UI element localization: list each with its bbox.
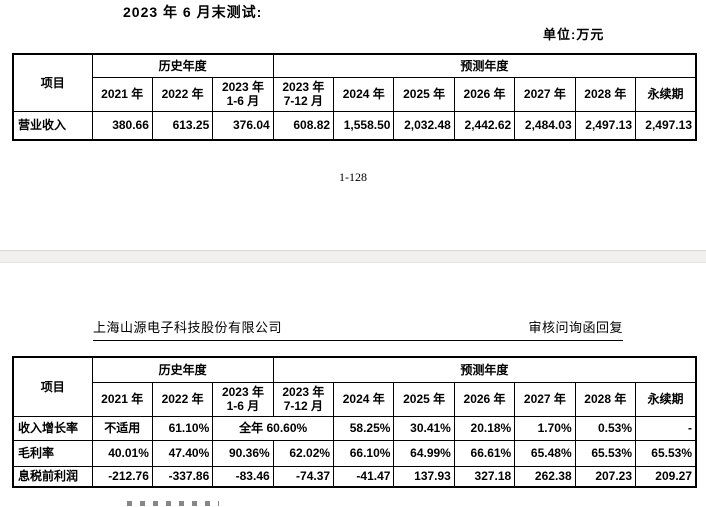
col-group-header-1: 预测年度: [272, 53, 697, 78]
table-row: 收入增长率 不适用 61.10% 全年 60.60% 58.25% 30.41% 20.18…: [12, 415, 697, 441]
col-header: 2023 年 1-6 月: [212, 381, 274, 417]
data-cell: 65.53%: [635, 439, 697, 467]
data-cell: 2,032.48: [393, 110, 455, 141]
data-cell: 209.27: [635, 465, 697, 488]
col-group-header-0: 历史年度: [91, 53, 274, 78]
data-cell: 30.41%: [393, 415, 455, 441]
table-row: 息税前利润 -212.76 -337.86 -83.46 -74.37 -41.47 137…: [12, 465, 697, 488]
col-header: 永续期: [635, 76, 697, 112]
data-cell: 327.18: [453, 465, 516, 488]
col-header: 2023 年 1-6 月: [212, 76, 274, 112]
forecast-metrics-table: 项目 历史年度 预测年度 2021 年 2022 年 2023 年 1-6 月 2023 年…: [12, 356, 697, 488]
col-header: 2027 年: [514, 76, 576, 112]
col-header: 2024 年: [333, 76, 395, 112]
col-header: 永续期: [635, 381, 697, 417]
table-row: 营业收入 380.66 613.25 376.04 608.82 1,558.50 2,03…: [12, 110, 697, 141]
col-header: 2024 年: [333, 381, 395, 417]
col-header: 2023 年 7-12 月: [272, 381, 335, 417]
data-cell: 2,497.13: [635, 110, 697, 141]
page-gap-separator: [0, 250, 706, 263]
col-header-item: 项目: [12, 53, 93, 112]
col-header: 2028 年: [574, 381, 637, 417]
data-cell: 137.93: [393, 465, 455, 488]
company-name: 上海山源电子科技股份有限公司: [93, 320, 283, 335]
data-cell: 608.82: [272, 110, 335, 141]
col-header: 2025 年: [393, 76, 455, 112]
data-cell: 不适用: [91, 415, 153, 441]
row-label: 营业收入: [12, 110, 93, 141]
data-cell: 613.25: [151, 110, 214, 141]
col-header: 2025 年: [393, 381, 455, 417]
row-label: 毛利率: [12, 439, 93, 467]
col-header: 2022 年: [151, 381, 214, 417]
col-header: 2022 年: [151, 76, 214, 112]
data-cell: -: [635, 415, 697, 441]
data-cell: -74.37: [272, 465, 335, 488]
data-cell: 376.04: [212, 110, 274, 141]
page2-running-header: 上海山源电子科技股份有限公司 审核问询函回复: [93, 317, 623, 341]
page-number: 1-128: [339, 170, 367, 184]
row-label: 收入增长率: [12, 415, 93, 441]
data-cell: 2,442.62: [453, 110, 516, 141]
col-header: 2027 年: [514, 381, 576, 417]
col-header: 2028 年: [574, 76, 637, 112]
col-header: 2026 年: [453, 381, 516, 417]
data-cell: 66.61%: [453, 439, 516, 467]
col-header: 2021 年: [91, 76, 153, 112]
data-cell: 65.53%: [574, 439, 637, 467]
data-cell: 65.48%: [514, 439, 576, 467]
row-label: 息税前利润: [12, 465, 93, 488]
data-cell: 90.36%: [212, 439, 274, 467]
data-cell: 2,484.03: [514, 110, 576, 141]
unit-label: 单位:万元: [543, 27, 605, 42]
col-group-header-0: 历史年度: [91, 356, 274, 383]
data-cell: 1.70%: [514, 415, 576, 441]
data-cell: 64.99%: [393, 439, 455, 467]
data-cell: 66.10%: [333, 439, 395, 467]
reply-title: 审核问询函回复: [528, 320, 623, 335]
col-header: 2026 年: [453, 76, 516, 112]
col-header-item: 项目: [12, 356, 93, 417]
clipped-text-fragment: [127, 501, 219, 506]
col-header: 2023 年 7-12 月: [272, 76, 335, 112]
data-cell: 2,497.13: [574, 110, 637, 141]
data-cell: 62.02%: [272, 439, 335, 467]
data-cell: 58.25%: [333, 415, 395, 441]
data-cell: 0.53%: [574, 415, 637, 441]
col-group-header-1: 预测年度: [272, 356, 697, 383]
data-cell: 40.01%: [91, 439, 153, 467]
data-cell: 1,558.50: [333, 110, 395, 141]
data-cell: 262.38: [514, 465, 576, 488]
section-heading: 2023 年 6 月末测试:: [123, 4, 263, 20]
data-cell: 20.18%: [453, 415, 516, 441]
data-cell: -41.47: [333, 465, 395, 488]
data-cell: 47.40%: [151, 439, 214, 467]
data-cell: -212.76: [91, 465, 153, 488]
col-header: 2021 年: [91, 381, 153, 417]
data-cell: -83.46: [212, 465, 274, 488]
revenue-table: 项目 历史年度 预测年度 2021 年 2022 年 2023 年 1-6 月 2023 年…: [12, 53, 697, 141]
data-cell: 207.23: [574, 465, 637, 488]
data-cell: 61.10%: [151, 415, 214, 441]
data-cell: 380.66: [91, 110, 153, 141]
data-cell: 全年 60.60%: [212, 415, 335, 441]
table-row: 毛利率 40.01% 47.40% 90.36% 62.02% 66.10% 64.99% 6…: [12, 439, 697, 467]
data-cell: -337.86: [151, 465, 214, 488]
